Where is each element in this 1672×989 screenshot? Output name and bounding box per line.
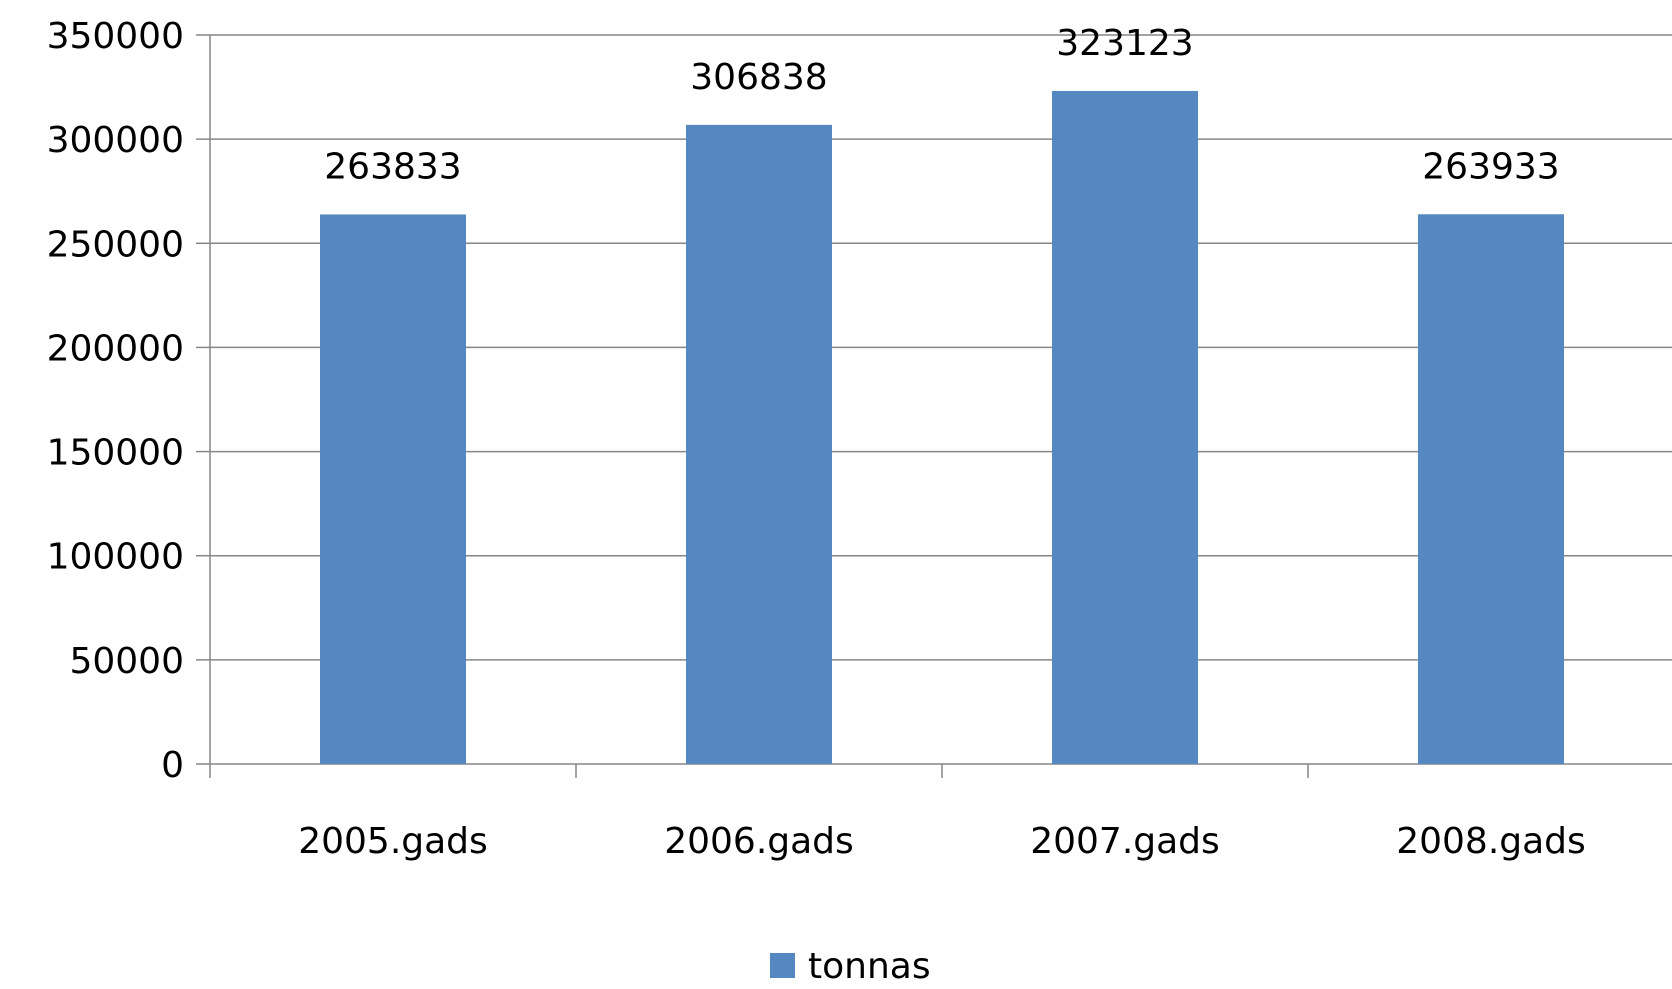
bars [320,90,1564,765]
bar-2006.gads [686,124,832,765]
y-tick-label: 100000 [47,537,184,578]
data-label-2006.gads: 306838 [690,57,827,98]
legend: tonnas [770,946,931,987]
data-labels: 263833 306838 323123 263933 [324,23,1559,187]
legend-swatch [770,953,795,978]
x-axis-tick-labels: 2005.gads 2006.gads 2007.gads 2008.gads [298,821,1586,862]
y-tick-label: 300000 [47,120,184,161]
y-tick-label: 0 [161,745,184,786]
bar-2005.gads [320,214,466,764]
x-tick-label-2008.gads: 2008.gads [1396,821,1586,862]
x-tick-label-2007.gads: 2007.gads [1030,821,1220,862]
bar-2007.gads [1052,90,1198,764]
x-tick-label-2005.gads: 2005.gads [298,821,488,862]
y-tick-label: 150000 [47,433,184,474]
y-tick-label: 200000 [47,328,184,369]
data-label-2008.gads: 263933 [1422,146,1559,187]
legend-label: tonnas [808,946,931,985]
bar-2008.gads [1418,214,1564,764]
y-axis-tick-labels: 0 50000 100000 150000 200000 250000 300000 3500… [47,16,184,786]
x-tick-label-2006.gads: 2006.gads [664,821,854,862]
y-tick-label: 50000 [69,641,184,682]
y-tick-label: 250000 [47,224,184,265]
data-label-2005.gads: 263833 [324,146,461,187]
data-label-2007.gads: 323123 [1056,23,1193,64]
y-tick-label: 350000 [47,16,184,57]
